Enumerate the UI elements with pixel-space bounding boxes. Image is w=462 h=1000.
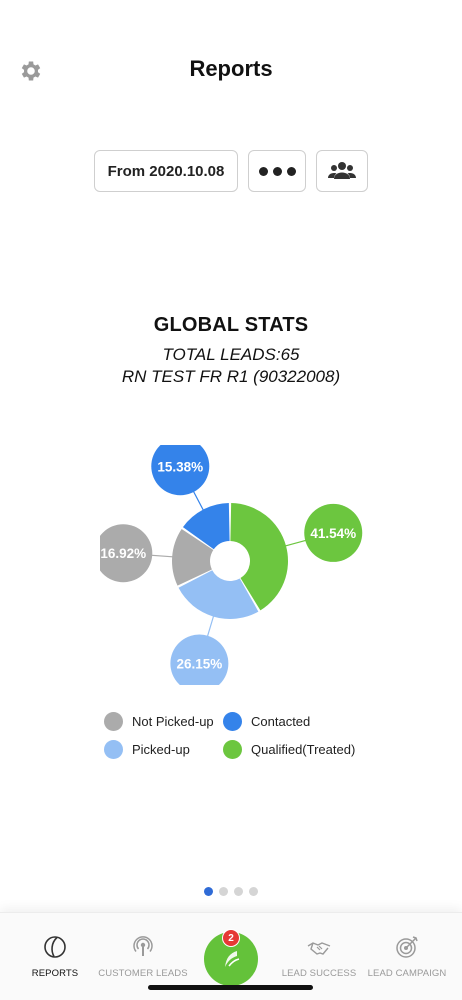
tab-label: LEAD SUCCESS (281, 968, 357, 979)
tab-label: CUSTOMER LEADS (98, 968, 188, 979)
page-title: Reports (189, 56, 273, 81)
slice-contacted[interactable] (182, 503, 230, 550)
page-dot[interactable] (204, 887, 213, 896)
notification-badge: 2 (222, 929, 240, 947)
tab-reports[interactable]: REPORTS (9, 933, 101, 979)
header: Reports (0, 0, 462, 120)
app-logo-icon (225, 951, 240, 967)
reports-icon (44, 936, 66, 958)
legend-item-qualified: Qualified(Treated) (223, 740, 355, 759)
data-label-bubble (151, 445, 210, 496)
legend-item-not-picked-up: Not Picked-up (104, 712, 214, 731)
handshake-icon (307, 942, 331, 955)
tab-label: REPORTS (31, 968, 79, 979)
legend-label: Qualified(Treated) (251, 742, 356, 757)
page-dot[interactable] (234, 887, 243, 896)
data-label: 15.38% (157, 459, 203, 474)
page-indicator (0, 887, 462, 896)
tab-lead-success[interactable]: LEAD SUCCESS (273, 933, 365, 979)
legend-item-contacted: Contacted (223, 712, 310, 731)
data-label-bubble (304, 503, 363, 562)
donut-chart: 41.54% 26.15% 16.92% 15.38% (100, 445, 363, 685)
slice-qualified-treated[interactable] (230, 503, 288, 611)
tab-customer-leads[interactable]: CUSTOMER LEADS (97, 933, 189, 979)
legend-label: Contacted (251, 714, 311, 729)
legend-swatch (223, 740, 242, 759)
more-options-button[interactable] (248, 150, 306, 192)
page-dot[interactable] (249, 887, 258, 896)
data-label: 41.54% (310, 526, 356, 541)
date-filter-button[interactable]: From 2020.10.08 (94, 150, 238, 192)
gear-icon[interactable] (18, 58, 44, 84)
slice-picked-up[interactable] (178, 570, 259, 619)
total-leads: TOTAL LEADS:65 (162, 345, 300, 364)
users-icon (328, 162, 356, 179)
chart-legend: Not Picked-up Contacted Picked-up Qualif… (0, 708, 462, 768)
data-label: 16.92% (100, 546, 146, 561)
slice-not-picked-up[interactable] (172, 529, 214, 586)
broadcast-icon (133, 936, 153, 956)
tab-lead-campaign[interactable]: LEAD CAMPAIGN (361, 933, 453, 979)
page-dot[interactable] (219, 887, 228, 896)
filter-controls: From 2020.10.08 (0, 150, 462, 194)
legend-swatch (104, 740, 123, 759)
tab-label: LEAD CAMPAIGN (367, 968, 447, 979)
data-label-bubble (100, 524, 153, 583)
home-indicator (148, 985, 313, 990)
ellipsis-icon (258, 166, 296, 176)
stats-title: GLOBAL STATS (153, 314, 309, 336)
legend-swatch (223, 712, 242, 731)
data-label-bubble (170, 634, 229, 685)
team-filter-button[interactable] (316, 150, 368, 192)
legend-swatch (104, 712, 123, 731)
legend-item-picked-up: Picked-up (104, 740, 190, 759)
stats-summary: GLOBAL STATS TOTAL LEADS:65 RN TEST FR R… (0, 314, 462, 387)
target-icon (396, 936, 418, 958)
legend-label: Not Picked-up (132, 714, 214, 729)
campaign-name: RN TEST FR R1 (90322008) (121, 367, 341, 386)
data-label: 26.15% (176, 657, 222, 672)
legend-label: Picked-up (132, 742, 190, 757)
